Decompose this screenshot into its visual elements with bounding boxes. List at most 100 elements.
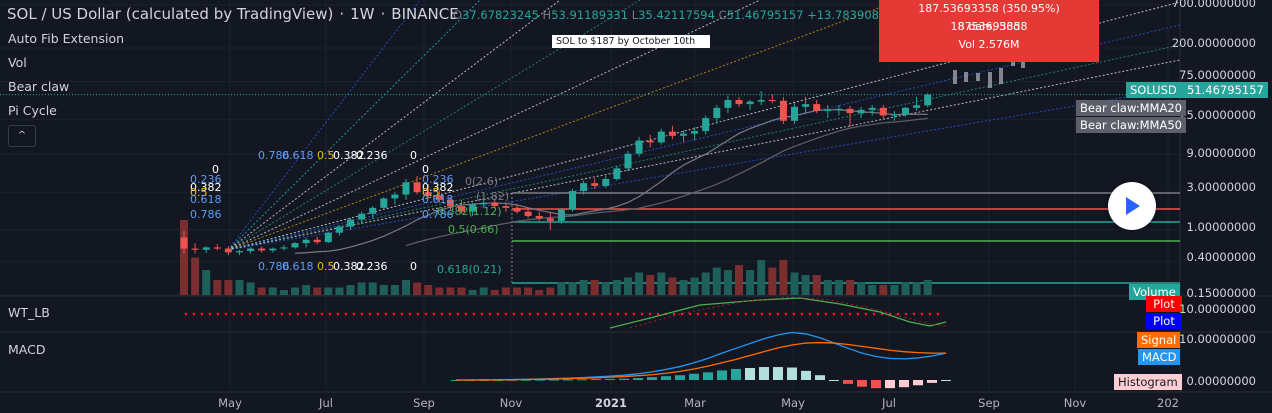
wt-plot-tag-blue: Plot (1146, 313, 1182, 329)
collapse-indicators-button[interactable]: ^ (8, 125, 36, 147)
ma20-line (294, 109, 928, 254)
candle-body (624, 153, 632, 169)
volume-bar (446, 287, 455, 295)
volume-bar (590, 280, 599, 295)
close-value: 51.46795157 (726, 8, 804, 22)
candle-body (757, 99, 765, 102)
exchange-label: BINANCE (391, 5, 459, 23)
candle-body (724, 99, 732, 108)
volume-bar (901, 282, 910, 295)
moving-averages (294, 109, 928, 254)
volume-bar (723, 270, 732, 295)
candle-body (513, 207, 521, 212)
candle-body (380, 198, 388, 208)
candle-body (391, 194, 399, 199)
macd-line-tag: MACD (1138, 349, 1181, 365)
projected-candle (1011, 60, 1015, 66)
histogram-bar (927, 380, 937, 383)
candlesticks (0, 40, 1180, 256)
candle-body (313, 239, 321, 243)
fib-retracement-0382: 0.382(1.12) (437, 205, 502, 218)
histogram-bar (899, 380, 909, 388)
candle-body (713, 107, 721, 119)
histogram-bar (843, 380, 853, 384)
volume-bar (546, 287, 555, 295)
replay-play-button[interactable] (1108, 182, 1156, 230)
wt-dot (448, 312, 452, 316)
fib-side-label: 0 (212, 163, 219, 176)
fib-fan-line (227, 44, 1181, 251)
wt-dot (240, 312, 244, 316)
histogram-bar (787, 367, 797, 380)
wt-dot (392, 312, 396, 316)
candle-body (213, 247, 221, 249)
histogram-bar (675, 375, 685, 380)
wt-dot (872, 312, 876, 316)
volume-bar (812, 275, 821, 295)
low-label: L (631, 8, 639, 22)
indicator-pi-cycle[interactable]: Pi Cycle (8, 103, 57, 118)
interval-label[interactable]: 1W (350, 5, 375, 23)
candle-body (735, 99, 743, 105)
volume-bar (180, 220, 188, 295)
candle-body (813, 104, 821, 111)
wt-dot (568, 312, 572, 316)
indicator-bear-claw[interactable]: Bear claw (8, 79, 70, 94)
volume-bar (424, 285, 433, 295)
candle-body (358, 213, 366, 220)
time-axis-label: Sep (978, 396, 1000, 410)
time-axis-label: Mar (684, 396, 706, 410)
candle-body (424, 192, 432, 196)
indicator-auto-fib-extension[interactable]: Auto Fib Extension (8, 31, 125, 46)
wt-dot (864, 312, 868, 316)
histogram-bar (913, 380, 923, 386)
wt-dot (208, 312, 212, 316)
measure-bars: 8 bars, 56d (957, 20, 1021, 33)
volume-bar (657, 272, 666, 295)
price-axis-label: 3.00000000 (1186, 180, 1256, 194)
indicator-vol[interactable]: Vol (8, 55, 27, 70)
candle-body (269, 248, 277, 251)
wt-dot (592, 312, 596, 316)
ma50-line (405, 117, 928, 247)
candle-body (613, 168, 621, 180)
macd-title[interactable]: MACD (8, 342, 46, 357)
volume-bar (479, 287, 488, 295)
wt-dot (520, 312, 524, 316)
volume-bar (402, 280, 410, 295)
high-value: 53.91189331 (551, 8, 629, 22)
fib-side-label: 0.236 (190, 173, 222, 186)
histogram-bar (815, 375, 825, 380)
volume-bar (701, 272, 710, 295)
candle-body (191, 248, 199, 250)
volume-bar (346, 285, 355, 295)
histogram-tag: Histogram (1114, 374, 1182, 390)
fib-fan-line (227, 87, 1181, 251)
last-price-tag: 51.46795157 (1183, 82, 1268, 98)
wt-dot (488, 312, 492, 316)
wt-dot (576, 312, 580, 316)
time-axis-label: Nov (499, 396, 523, 410)
volume-bar (557, 282, 566, 295)
wt-dot (760, 312, 764, 316)
volume-bar (868, 285, 877, 295)
wt-dot (904, 312, 908, 316)
macd-axis-label-2: 0.00000000 (1186, 374, 1256, 388)
text-note[interactable]: SOL to $187 by October 10th (552, 35, 710, 48)
wt-dot (264, 312, 268, 316)
wt-dot (480, 312, 484, 316)
volume-bar (535, 290, 544, 295)
candle-body (691, 131, 699, 134)
wt-dot (456, 312, 460, 316)
volume-bar (646, 275, 655, 295)
wt-dot (640, 312, 644, 316)
volume-bar (568, 282, 577, 295)
wt-dot (496, 312, 500, 316)
wt-lb-title[interactable]: WT_LB (8, 305, 50, 320)
histogram-bar (549, 379, 559, 381)
candle-body (469, 204, 477, 212)
symbol-title[interactable]: SOL / US Dollar (calculated by TradingVi… (7, 5, 334, 23)
wt-lb-pane (184, 296, 947, 329)
wt-plot-tag-red: Plot (1146, 296, 1182, 312)
